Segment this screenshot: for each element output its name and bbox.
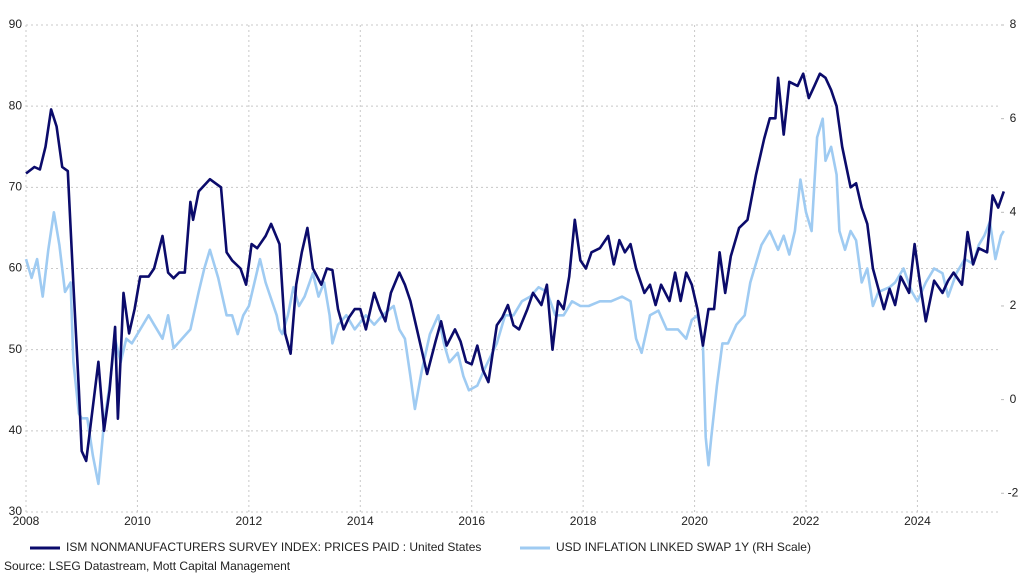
x-tick-label: 2024 bbox=[904, 514, 931, 528]
x-tick-label: 2018 bbox=[570, 514, 597, 528]
x-tick-label: 2008 bbox=[13, 514, 40, 528]
y2-tick-label: 6 bbox=[1010, 111, 1017, 125]
x-tick-label: 2020 bbox=[681, 514, 708, 528]
y-tick-label: 70 bbox=[9, 180, 23, 194]
y-tick-label: 40 bbox=[9, 423, 23, 437]
legend-label: USD INFLATION LINKED SWAP 1Y (RH Scale) bbox=[556, 540, 811, 554]
x-tick-label: 2014 bbox=[347, 514, 374, 528]
y-tick-label: 30 bbox=[9, 504, 23, 518]
y-tick-label: 80 bbox=[9, 98, 23, 112]
y2-tick-label: -2 bbox=[1008, 485, 1019, 499]
y2-tick-label: 2 bbox=[1010, 298, 1017, 312]
y2-tick-label: 8 bbox=[1010, 17, 1017, 31]
source-note: Source: LSEG Datastream, Mott Capital Ma… bbox=[4, 559, 291, 573]
y2-tick-label: 0 bbox=[1010, 392, 1017, 406]
x-tick-label: 2010 bbox=[124, 514, 151, 528]
y-tick-label: 90 bbox=[9, 17, 23, 31]
x-tick-label: 2016 bbox=[458, 514, 485, 528]
y-tick-label: 50 bbox=[9, 342, 23, 356]
y-tick-label: 60 bbox=[9, 261, 23, 275]
x-tick-label: 2012 bbox=[236, 514, 263, 528]
series-line bbox=[25, 72, 1006, 463]
y2-tick-label: 4 bbox=[1010, 204, 1017, 218]
legend-label: ISM NONMANUFACTURERS SURVEY INDEX: PRICE… bbox=[66, 540, 481, 554]
x-tick-label: 2022 bbox=[793, 514, 820, 528]
